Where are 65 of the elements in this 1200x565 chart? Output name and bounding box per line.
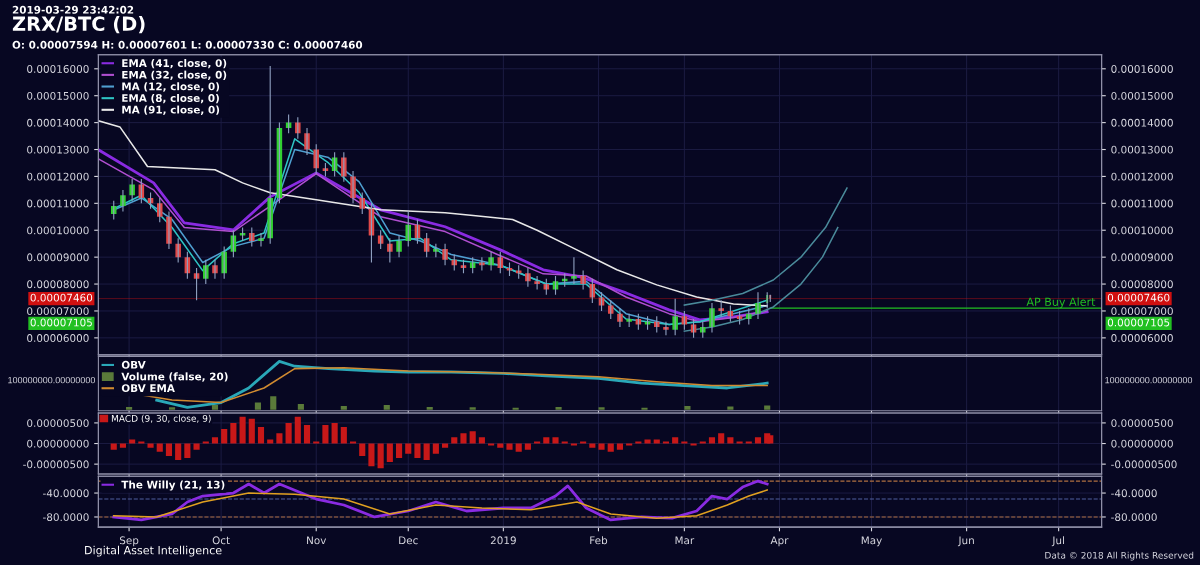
x-tick-label: Sep (119, 536, 139, 547)
y-tick-label: 0.00013000 (27, 145, 89, 154)
legend-label: EMA (41, close, 0) (122, 58, 227, 69)
x-tick-label: 2019 (490, 536, 516, 545)
chart-title: ZRX/BTC (D) (12, 16, 145, 34)
ref-line-label: 0.00007460 (1107, 293, 1170, 302)
y-tick-label: 0.00007000 (27, 307, 89, 316)
x-tick-label: Mar (675, 536, 695, 545)
ref-line-label: 0.00007105 (1107, 318, 1170, 327)
y2-tick-label: 0.00009000 (1111, 253, 1173, 262)
legend-label: Volume (false, 20) (121, 372, 228, 382)
y-tick-label: 0.00016000 (27, 65, 89, 73)
y2-tick-label: 0.00016000 (1111, 65, 1173, 73)
y2-tick-label: -80.0000 (1111, 513, 1157, 522)
y-tick-label: -80.0000 (43, 513, 89, 522)
y2-tick-label: 0.00008000 (1111, 280, 1173, 289)
y2-tick-label: 0.00000500 (1111, 419, 1173, 428)
x-tick-label: Oct (212, 536, 230, 545)
legend-label: EMA (32, close, 0) (122, 70, 227, 81)
y2-tick-label: 0.00000000 (1111, 439, 1173, 448)
x-tick-label: Jul (1051, 536, 1064, 547)
x-tick-label: Jun (957, 536, 974, 547)
y2-tick-label: 0.00010000 (1111, 226, 1173, 235)
legend-label: The Willy (21, 13) (121, 480, 225, 491)
text: 2019-03-29 23:42:02 (12, 5, 134, 14)
text: 0.00007460 (30, 293, 93, 302)
legend-label: EMA (8, close, 0) (122, 93, 219, 104)
text: 0.00007105 (30, 318, 92, 327)
text: 100000000.00000000 (1105, 376, 1193, 384)
legend-label: MACD (9, 30, close, 9) (111, 414, 211, 423)
y-tick-label: 0.00008000 (27, 280, 89, 289)
y2-tick-label: 0.00014000 (1111, 118, 1173, 127)
y-tick-label: 0.00009000 (27, 253, 89, 262)
y2-tick-label: 0.00013000 (1111, 145, 1173, 154)
x-tick-label: May (861, 536, 882, 547)
y2-tick-label: 0.00006000 (1111, 334, 1173, 342)
y-tick-label: 0.00012000 (27, 172, 89, 181)
y-tick-label: 0.00006000 (27, 334, 89, 342)
y-tick-label: 0.00000000 (27, 439, 89, 448)
x-tick-label: Nov (307, 536, 327, 545)
annotation: AP Buy Alert (1026, 297, 1096, 309)
legend-label: OBV (121, 360, 146, 369)
y2-tick-label: 0.00012000 (1111, 172, 1173, 181)
y-tick-label: 0.00000500 (27, 419, 89, 428)
x-tick-label: Feb (590, 536, 608, 545)
y-tick-label: -40.0000 (43, 489, 89, 498)
y-tick-label: 0.00014000 (27, 118, 89, 127)
y-tick-label: -0.00000500 (23, 460, 89, 469)
y2-tick-label: -40.0000 (1111, 489, 1157, 498)
legend-label: MA (91, close, 0) (122, 105, 220, 115)
x-tick-label: Apr (770, 536, 789, 547)
legend-label: OBV EMA (121, 384, 175, 393)
y-tick-label: 0.00010000 (27, 226, 89, 235)
x-tick-label: Dec (399, 536, 418, 545)
y2-tick-label: -0.00000500 (1111, 460, 1177, 469)
text: O: 0.00007594 H: 0.00007601 L: 0.00007330 C: 0.00007460 (12, 40, 363, 49)
y2-tick-label: 0.00011000 (1111, 199, 1173, 208)
y-tick-label: 0.00015000 (27, 91, 89, 100)
y2-tick-label: 0.00007000 (1111, 307, 1173, 316)
y2-tick-label: 0.00015000 (1111, 91, 1173, 100)
y-tick-label: 0.00011000 (27, 199, 89, 208)
legend-label: MA (12, close, 0) (122, 82, 220, 92)
text: Data © 2018 All Rights Reserved (1045, 551, 1194, 561)
text: 100000000.00000000 (8, 376, 96, 384)
text: Digital Asset Intelligence (85, 545, 222, 557)
